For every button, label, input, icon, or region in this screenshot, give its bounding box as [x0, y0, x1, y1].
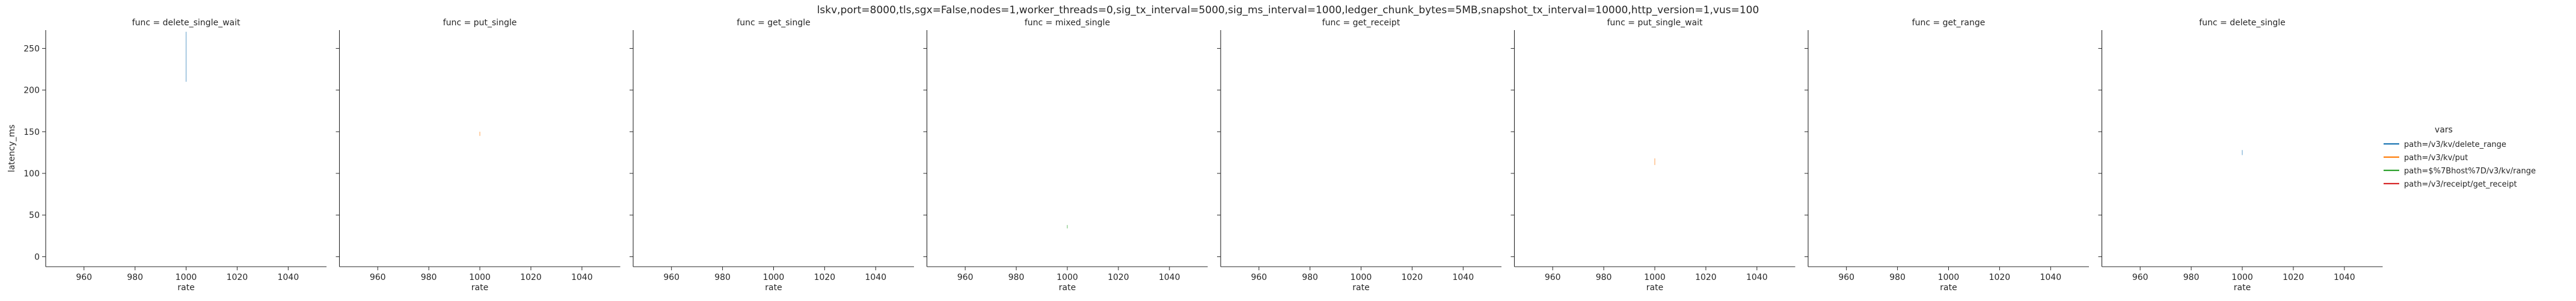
x-tick-label: 980: [1889, 273, 1906, 282]
y-tick-label: 150: [23, 128, 40, 137]
panel-title: func = mixed_single: [1025, 18, 1110, 28]
x-tick-label: 980: [127, 273, 143, 282]
x-axis-label: rate: [471, 283, 488, 293]
panel-title: func = delete_single: [2199, 18, 2286, 28]
x-tick-label: 960: [1251, 273, 1267, 282]
facet-panel: func = put_single 960 980 1000 1020 1040 rate: [336, 18, 621, 293]
legend-item: path=/v3/kv/put: [2384, 154, 2468, 163]
facet-panel: func = get_receipt 960 980 1000 1020 1040 rate: [1217, 18, 1501, 293]
panel-title: func = put_single_wait: [1607, 18, 1703, 28]
x-axis-label: rate: [765, 283, 782, 293]
x-axis-label: rate: [1940, 283, 1957, 293]
x-tick-label: 1000: [469, 273, 491, 282]
chart-title: lskv,port=8000,tls,sgx=False,nodes=1,wor…: [817, 4, 1759, 16]
y-tick-label: 100: [23, 169, 40, 179]
panel-title: func = get_receipt: [1322, 18, 1400, 28]
panel-title: func = get_range: [1912, 18, 1986, 28]
x-tick-label: 1040: [2040, 273, 2061, 282]
x-tick-label: 980: [714, 273, 731, 282]
legend-label: path=/v3/receipt/get_receipt: [2404, 180, 2517, 189]
x-tick-label: 960: [2132, 273, 2148, 282]
x-tick-label: 1000: [1644, 273, 1666, 282]
x-tick-label: 1020: [227, 273, 248, 282]
y-tick-label: 50: [29, 211, 40, 220]
legend-title: vars: [2435, 125, 2453, 135]
panel-title: func = put_single: [443, 18, 517, 28]
x-tick-label: 1000: [176, 273, 197, 282]
legend-label: path=$%7Bhost%7D/v3/kv/range: [2404, 167, 2536, 176]
y-tick-label: 250: [23, 44, 40, 54]
x-tick-label: 1040: [1159, 273, 1180, 282]
facet-panel: func = mixed_single 960 980 1000 1020 1040 rat…: [923, 18, 1208, 293]
panel-title: func = get_single: [737, 18, 810, 28]
x-tick-label: 1000: [2231, 273, 2253, 282]
x-tick-label: 960: [76, 273, 92, 282]
x-tick-label: 1000: [1351, 273, 1372, 282]
x-tick-label: 1000: [1056, 273, 1078, 282]
x-tick-label: 1020: [2283, 273, 2304, 282]
facet-panel: func = delete_single 960 980 1000 1020 1040 ra…: [2098, 18, 2383, 293]
facet-panel: func = get_single 960 980 1000 1020 1040 rate: [630, 18, 914, 293]
x-tick-label: 1020: [1402, 273, 1423, 282]
x-axis-label: rate: [1352, 283, 1369, 293]
facet-panel: func = get_range 960 980 1000 1020 1040 rate: [1805, 18, 2089, 293]
x-tick-label: 980: [1596, 273, 1612, 282]
panel-title: func = delete_single_wait: [132, 18, 241, 28]
x-tick-label: 1040: [865, 273, 886, 282]
x-tick-label: 1020: [1695, 273, 1717, 282]
y-axis-label: latency_ms: [7, 125, 17, 172]
x-tick-label: 980: [421, 273, 437, 282]
x-tick-label: 1020: [1989, 273, 2011, 282]
y-tick-label: 0: [34, 252, 40, 262]
legend-label: path=/v3/kv/put: [2404, 154, 2468, 163]
x-tick-label: 1020: [814, 273, 836, 282]
x-tick-label: 1040: [1452, 273, 1474, 282]
legend-item: path=/v3/receipt/get_receipt: [2384, 180, 2517, 189]
x-tick-label: 1020: [520, 273, 542, 282]
x-tick-label: 1040: [2334, 273, 2355, 282]
legend-item: path=$%7Bhost%7D/v3/kv/range: [2384, 167, 2536, 176]
x-tick-label: 1040: [571, 273, 593, 282]
x-tick-label: 980: [1008, 273, 1025, 282]
y-tick-label: 200: [23, 86, 40, 96]
x-tick-label: 960: [370, 273, 386, 282]
legend-label: path=/v3/kv/delete_range: [2404, 140, 2506, 149]
x-tick-label: 960: [1545, 273, 1561, 282]
x-tick-label: 980: [2183, 273, 2200, 282]
x-tick-label: 960: [663, 273, 679, 282]
x-tick-label: 1040: [277, 273, 299, 282]
x-tick-label: 1040: [1746, 273, 1768, 282]
x-tick-label: 980: [1302, 273, 1318, 282]
facet-panel: func = put_single_wait 960 980 1000 1020 1040…: [1510, 18, 1796, 293]
x-axis-label: rate: [177, 283, 194, 293]
x-tick-label: 960: [957, 273, 974, 282]
x-axis-label: rate: [1059, 283, 1076, 293]
x-tick-label: 1020: [1108, 273, 1129, 282]
legend-item: path=/v3/kv/delete_range: [2384, 140, 2506, 149]
chart-legend: vars path=/v3/kv/delete_range path=/v3/kv/…: [2384, 125, 2536, 189]
x-axis-label: rate: [2234, 283, 2251, 293]
x-tick-label: 1000: [1938, 273, 1960, 282]
x-tick-label: 960: [1838, 273, 1854, 282]
x-axis-label: rate: [1646, 283, 1663, 293]
x-tick-label: 1000: [763, 273, 785, 282]
